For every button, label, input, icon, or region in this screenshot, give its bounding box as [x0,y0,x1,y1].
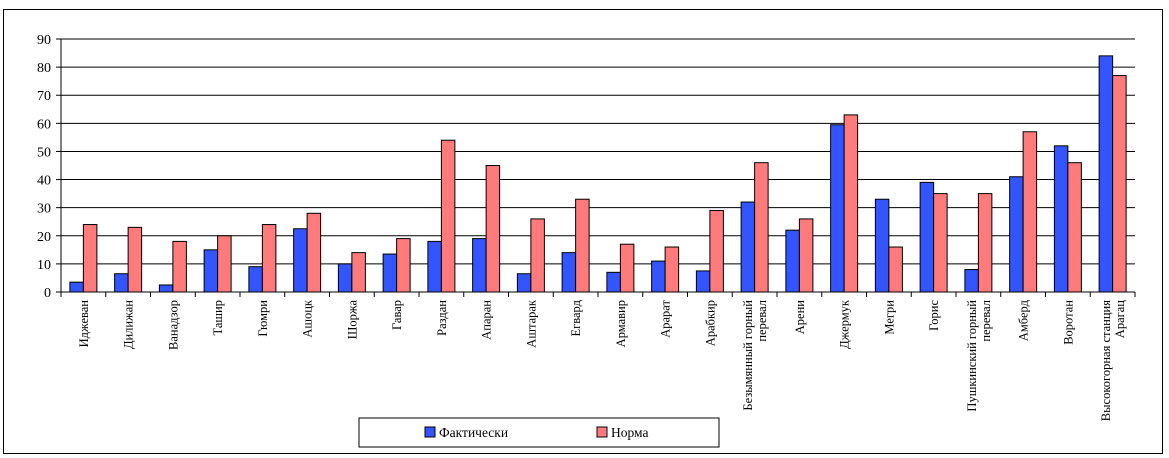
bar-actual [740,201,756,293]
bar-norm [843,114,859,293]
x-tick-label: Джермук [838,299,852,349]
bar-actual [114,273,129,293]
bar-actual [785,229,800,293]
x-tick-label: Армавир [614,300,628,347]
bar-actual [830,124,845,293]
bar-norm [1022,131,1038,293]
bar-actual [337,263,353,293]
y-tick-label: 0 [44,286,51,301]
bars [69,55,1127,293]
bar-norm [888,246,903,293]
x-tick-label: Апаран [480,300,494,340]
bar-actual [606,271,621,293]
x-tick-label: Арени [793,300,807,335]
bar-actual [203,249,219,293]
legend-label: Норма [611,425,649,440]
axes [60,39,1136,297]
bar-actual [1053,145,1069,293]
x-tick-label: перевал [979,300,993,342]
bar-norm [1067,162,1082,293]
bar-norm [261,224,277,293]
bar-norm [709,209,724,293]
legend-box [358,417,720,448]
bar-actual [248,266,263,293]
bar-actual [382,253,398,293]
bar-norm [82,224,98,293]
y-tick-label: 30 [37,202,51,217]
x-tick-label: Арабкир [703,300,717,346]
bar-actual [69,281,84,293]
bar-actual [427,240,442,293]
bar-norm [217,235,232,293]
x-tick-label: Ашоцк [301,299,315,338]
legend-swatch [596,426,608,438]
x-tick-label: Безымянный горный [741,300,755,411]
x-tick-label: Амберд [1017,299,1031,341]
y-axis-ticks: 0 10 20 30 40 50 60 70 80 90 [37,33,61,301]
bar-norm [619,243,635,293]
y-tick-label: 60 [37,117,51,132]
x-tick-label: Шоржа [345,300,359,340]
bar-norm [1112,75,1127,293]
x-tick-label: Иджеван [77,300,91,348]
x-tick-label: Мегри [882,300,896,335]
x-tick-label: Ташир [211,300,225,335]
legend-label: Фактически [439,425,508,440]
bar-actual [158,284,174,293]
bar-norm [575,198,590,293]
bar-actual [695,270,711,293]
legend-swatch [424,426,436,438]
category-labels: Иджеван Дилижан Ванадзор Ташир Гюмри Ашоцк Шор… [77,299,1127,421]
y-tick-label: 90 [37,33,51,48]
bar-norm [127,226,143,293]
bar-norm [798,218,814,293]
bar-norm [530,218,545,293]
bar-actual [561,252,577,293]
x-tick-label: Ванадзор [166,300,180,350]
y-tick-label: 10 [37,258,51,273]
bar-actual [1009,176,1024,293]
x-tick-label: перевал [755,300,769,342]
x-tick-label: Гюмри [256,300,270,337]
bar-actual [651,260,666,293]
bar-actual [964,269,979,293]
x-tick-label: Высокогорная станция [1099,300,1113,421]
gridlines [61,38,1135,265]
bar-norm [440,139,456,293]
bar-norm [396,238,411,293]
y-tick-label: 70 [37,89,51,104]
x-tick-label: Пушкинский горный [965,300,979,412]
y-tick-label: 40 [37,174,51,189]
bar-actual [919,181,935,293]
x-tick-label: Егвард [569,299,583,336]
bar-actual [516,273,532,293]
x-tick-label: Гавар [390,300,404,330]
bar-actual [472,238,487,293]
y-tick-label: 80 [37,61,51,76]
bar-norm [351,252,366,293]
x-tick-label: Аштарак [524,299,538,348]
x-tick-label: Арарат [659,299,673,337]
bar-actual [874,198,890,293]
bar-norm [485,165,501,293]
x-tick-label: Воротан [1061,300,1075,345]
bar-norm [933,193,948,293]
x-tick-label: Раздан [435,300,449,336]
x-tick-label: Арагац [1113,300,1127,339]
bar-norm [664,246,680,293]
legend: Фактически Норма [358,417,720,448]
x-tick-label: Горис [927,300,941,331]
y-tick-label: 20 [37,230,51,245]
bar-norm [306,212,322,293]
x-tick-label: Дилижан [122,300,136,349]
bar-norm [754,162,769,293]
bar-norm [977,193,993,293]
bar-actual [293,228,308,293]
bar-norm [172,240,187,293]
bar-actual [1098,55,1114,293]
y-tick-label: 50 [37,145,51,160]
